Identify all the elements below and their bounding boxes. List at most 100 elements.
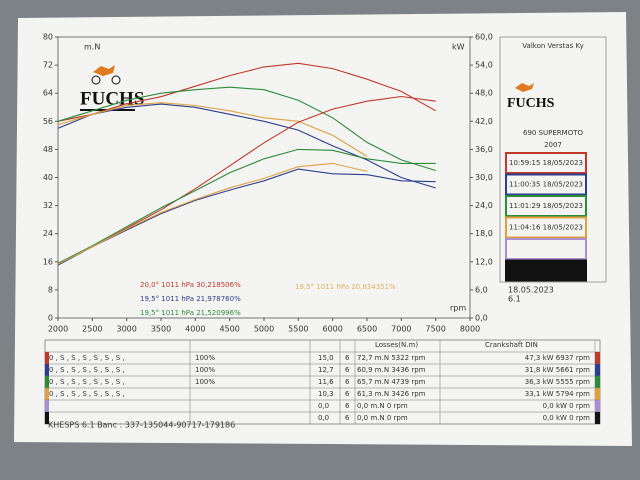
- series-line: [57, 95, 436, 264]
- table-cell: 6: [345, 354, 350, 362]
- run-box: [505, 216, 587, 239]
- row-swatch: [595, 364, 600, 376]
- series-line: [57, 162, 368, 265]
- side-panel: [499, 36, 607, 283]
- run-label: 11:04:16 18/05/2023: [509, 224, 583, 232]
- series-line: [57, 62, 436, 122]
- table-cell: 47,3 kW 6937 rpm: [525, 354, 590, 362]
- y-tick-label: 56: [43, 117, 53, 126]
- table-cell: 0 , S , S , S , S , S , S ,: [49, 366, 125, 374]
- table-cell: 12,7: [318, 366, 334, 374]
- y2-tick-label: 42,0: [475, 117, 493, 126]
- y2-tick-label: 30,0: [475, 173, 493, 182]
- row-swatch: [595, 388, 600, 400]
- row-swatch: [595, 376, 600, 388]
- y2-tick-label: 18,0: [475, 229, 493, 238]
- y2-tick-label: 48,0: [475, 89, 493, 98]
- print-date: 18.05.2023: [508, 286, 554, 295]
- series-line: [57, 103, 436, 189]
- run-box: [505, 173, 587, 196]
- y-tick-label: 16: [43, 257, 53, 266]
- y-tick-label: 64: [43, 89, 53, 98]
- y2-tick-label: 60,0: [475, 33, 493, 42]
- company: Valkon Verstas Ky: [522, 42, 583, 50]
- annotation: 19,5° 1011 hPa 21,520996%: [140, 309, 241, 317]
- paper: [14, 12, 632, 446]
- row-swatch: [45, 388, 49, 400]
- table-cell: 100%: [195, 378, 215, 386]
- logo-icon: [93, 65, 115, 76]
- table-cell: 0 , S , S , S , S , S , S ,: [49, 354, 125, 362]
- chart-logo: FUCHS: [80, 88, 144, 109]
- x-tick-label: 7000: [391, 325, 411, 334]
- x-tick-label: 2000: [48, 325, 68, 334]
- series-line: [57, 148, 436, 264]
- table-cell: 61,3 m.N 3426 rpm: [357, 390, 426, 398]
- table-cell: 0,0: [318, 402, 329, 410]
- year: 2007: [544, 141, 562, 149]
- table-cell: 31,8 kW 5661 rpm: [525, 366, 590, 374]
- y-tick-label: 80: [43, 33, 53, 42]
- table-cell: 10,3: [318, 390, 334, 398]
- y-tick-label: 48: [43, 145, 53, 154]
- x-tick-label: 6000: [322, 325, 342, 334]
- y-tick-label: 0: [48, 314, 53, 323]
- y-tick-label: 8: [48, 285, 53, 294]
- x-tick-label: 3000: [116, 325, 136, 334]
- row-swatch: [45, 364, 49, 376]
- y2-tick-label: 54,0: [475, 61, 493, 70]
- table-cell: 0 , S , S , S , S , S , S ,: [49, 390, 125, 398]
- row-swatch: [45, 412, 49, 424]
- table-cell: 6: [345, 402, 350, 410]
- side-logo-icon: [515, 83, 534, 92]
- run-label: 11:00:35 18/05/2023: [509, 181, 583, 189]
- x-axis-label: rpm: [450, 304, 466, 313]
- table-cell: 15,0: [318, 354, 334, 362]
- y2-tick-label: 12,0: [475, 257, 493, 266]
- x-tick-label: 7500: [425, 325, 445, 334]
- logo-wheel: [111, 75, 121, 85]
- x-tick-label: 3500: [151, 325, 171, 334]
- table-cell: 36,3 kW 5555 rpm: [525, 378, 590, 386]
- run-label: 11:01:29 18/05/2023: [509, 202, 583, 210]
- table-cell: 65,7 m.N 4739 rpm: [357, 378, 426, 386]
- run-label: 10:59:15 18/05/2023: [509, 159, 583, 167]
- annotation: 19,5° 1011 hPa 20,834351%: [295, 283, 396, 291]
- y-tick-label: 32: [43, 201, 53, 210]
- losses-header: Losses(N.m): [375, 341, 418, 349]
- annotation: 19,5° 1011 hPa 21,978760%: [140, 295, 241, 303]
- table-cell: 0 , S , S , S , S , S , S ,: [49, 378, 125, 386]
- table-cell: 100%: [195, 366, 215, 374]
- din-header: Crankshaft DIN: [485, 341, 538, 349]
- y2-tick-label: 6,0: [475, 285, 488, 294]
- table-cell: 0,0 m.N 0 rpm: [357, 414, 408, 422]
- table-cell: 0,0: [318, 414, 329, 422]
- table-cell: 33,1 kW 5794 rpm: [525, 390, 590, 398]
- side-logo: FUCHS: [507, 96, 555, 111]
- x-tick-label: 6500: [357, 325, 377, 334]
- row-swatch: [45, 352, 49, 364]
- row-swatch: [45, 400, 49, 412]
- x-tick-label: 2500: [82, 325, 102, 334]
- model: 690 SUPERMOTO: [523, 129, 583, 137]
- y-axis-label: m.N: [84, 43, 100, 52]
- x-tick-label: 4000: [185, 325, 205, 334]
- row-swatch: [45, 376, 49, 388]
- y-tick-label: 24: [43, 229, 53, 238]
- series-line: [57, 168, 436, 266]
- y-tick-label: 40: [43, 173, 53, 182]
- run-box: [505, 259, 587, 282]
- row-swatch: [595, 352, 600, 364]
- version: 6.1: [508, 295, 521, 304]
- run-box: [505, 195, 587, 217]
- table-cell: 100%: [195, 354, 215, 362]
- table-cell: 72,7 m.N 5322 rpm: [357, 354, 426, 362]
- run-box: [505, 238, 587, 260]
- table-cell: 0,0 kW 0 rpm: [543, 402, 591, 410]
- table-cell: 60,9 m.N 3436 rpm: [357, 366, 426, 374]
- run-box: [505, 152, 587, 174]
- logo-wheel: [91, 75, 101, 85]
- table-cell: 0,0 m.N 0 rpm: [357, 402, 408, 410]
- row-swatch: [595, 412, 600, 424]
